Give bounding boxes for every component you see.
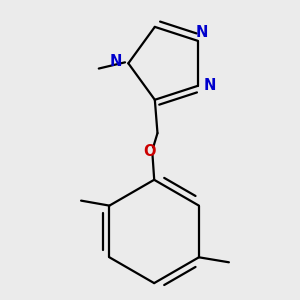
Text: N: N <box>203 78 215 93</box>
Text: N: N <box>196 25 208 40</box>
Text: N: N <box>110 54 122 69</box>
Text: O: O <box>143 144 155 159</box>
